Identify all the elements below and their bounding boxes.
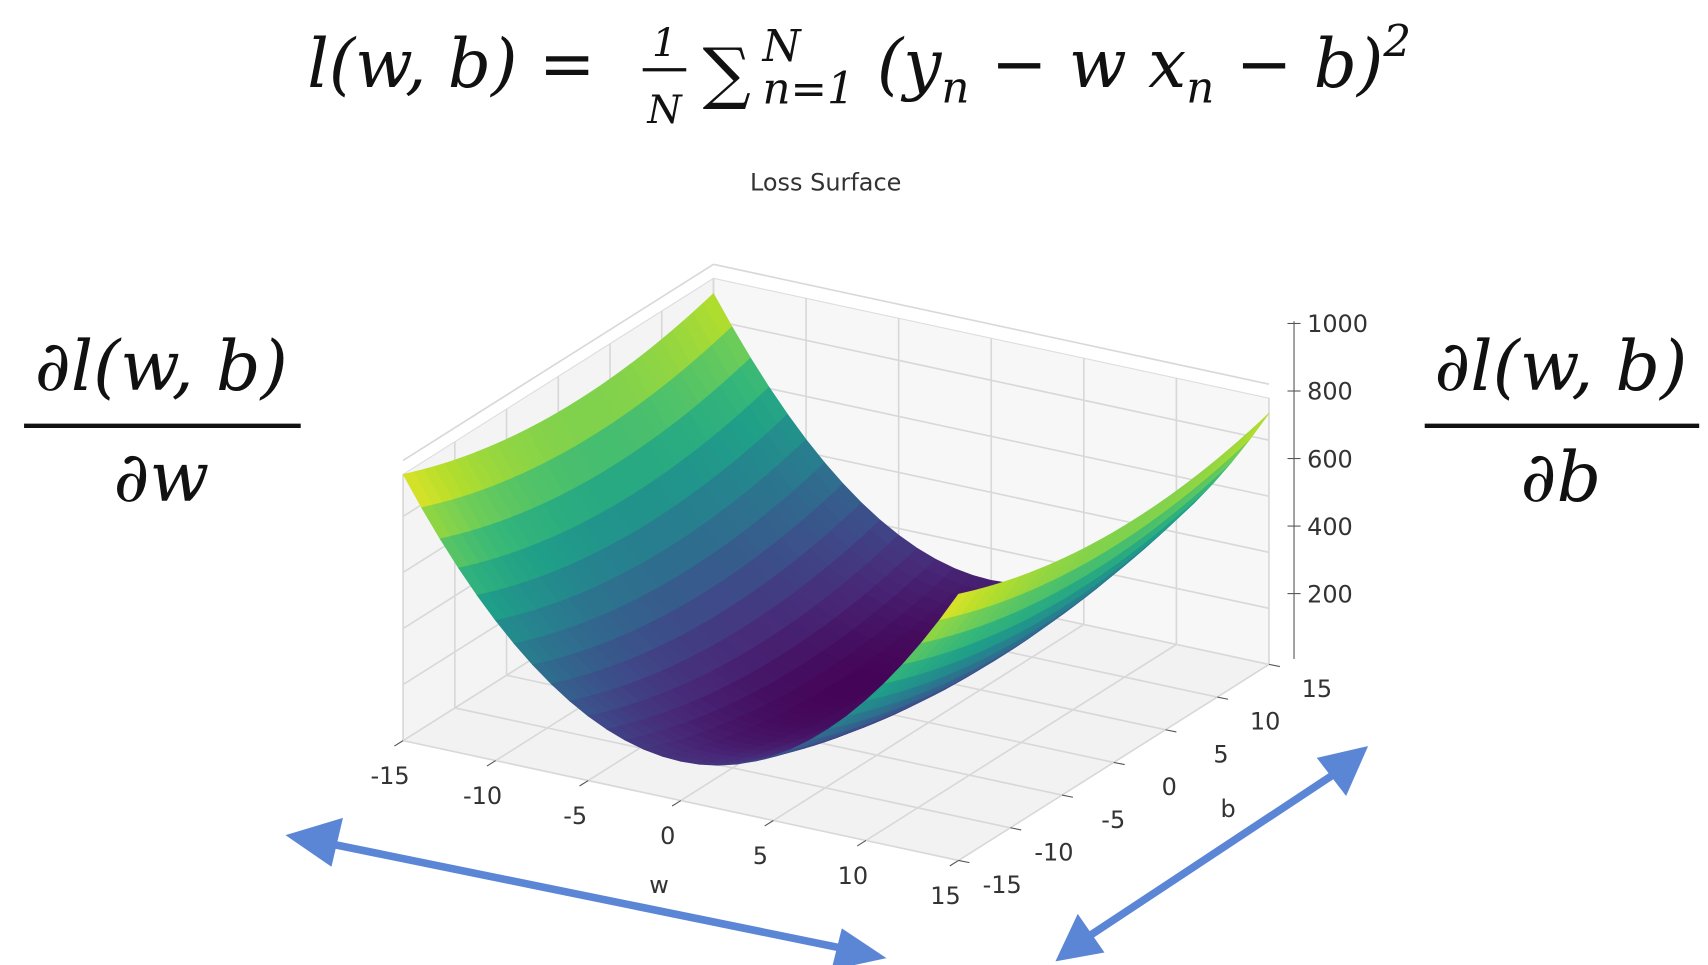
z-tick-label: 200: [1307, 580, 1353, 608]
fraction-denominator: N: [646, 88, 683, 133]
x-axis-label: w: [649, 871, 669, 899]
tick-mark: [949, 859, 959, 867]
grid-line: [713, 375, 1270, 498]
tick-mark: [958, 859, 970, 864]
z-tick-label: 600: [1307, 445, 1353, 473]
tick-mark: [579, 780, 589, 787]
partial-denominator: ∂w: [113, 437, 209, 518]
x-tick-label: 15: [930, 882, 960, 910]
tick-mark: [1113, 761, 1125, 766]
subscript: n: [941, 63, 969, 113]
body-part: − w x: [969, 24, 1186, 103]
body-part: − b): [1214, 24, 1383, 103]
y-tick-label: -5: [1101, 806, 1125, 834]
partial-w: ∂l(w, b) ∂w: [24, 326, 301, 518]
surface-plot: -15 -10 -5 0 5 10 15 -15 -10 -5 0 5 10 15 200 400 600 800…: [370, 263, 1368, 910]
grid-line: [713, 319, 1270, 441]
tick-mark: [856, 840, 867, 847]
subscript: n: [1186, 63, 1214, 113]
tick-mark: [1165, 729, 1177, 733]
y-tick-label: -15: [983, 871, 1022, 899]
x-tick-label: 10: [838, 862, 868, 890]
fraction-numerator: 1: [652, 22, 677, 67]
z-tick-label: 1000: [1307, 310, 1368, 338]
tick-mark: [1268, 663, 1280, 668]
sum-upper: N: [762, 22, 803, 72]
partial-numerator: ∂l(w, b): [1434, 326, 1687, 407]
arrow-head: [832, 928, 887, 965]
arrow-shaft: [1076, 765, 1345, 947]
tick-mark: [1217, 696, 1229, 700]
partial-denominator: ∂b: [1521, 437, 1602, 518]
y-axis-label: b: [1221, 795, 1236, 823]
x-tick-label: -5: [563, 802, 587, 830]
superscript: 2: [1382, 18, 1411, 68]
x-tick-label: -10: [463, 782, 502, 810]
sum-symbol: ∑: [703, 33, 751, 112]
grid-line: [713, 263, 1270, 385]
y-tick-label: 15: [1302, 675, 1332, 703]
y-tick-label: 10: [1250, 708, 1280, 736]
tick-mark: [486, 760, 496, 767]
grid-line: [454, 707, 1011, 829]
equation-body: (yn − w xn − b)2: [877, 18, 1411, 114]
y-tick-label: 5: [1213, 740, 1228, 768]
arrow-head: [1055, 913, 1105, 962]
tick-mark: [394, 740, 404, 747]
tick-mark: [764, 820, 774, 827]
partial-numerator: ∂l(w, b): [35, 326, 288, 407]
y-tick-label: -10: [1034, 838, 1073, 866]
equation-lhs: l(w, b) =: [307, 24, 595, 103]
body-part: (y: [877, 24, 942, 103]
y-tick-label: 0: [1162, 773, 1177, 801]
z-tick-label: 800: [1307, 378, 1353, 406]
x-tick-label: 0: [660, 822, 675, 850]
equation: l(w, b) = 1 N ∑ N n=1 (yn − w xn − b)2: [307, 18, 1411, 133]
plot-title: Loss Surface: [750, 169, 901, 197]
sum-lower: n=1: [763, 64, 855, 114]
x-tick-label: -15: [370, 762, 409, 790]
tick-mark: [1010, 827, 1022, 831]
arrow-shaft: [315, 837, 856, 955]
grid-line: [402, 263, 714, 462]
surface-patch: [939, 591, 970, 620]
arrows: [285, 746, 1369, 965]
partial-b: ∂l(w, b) ∂b: [1424, 326, 1700, 518]
tick-mark: [1061, 794, 1074, 798]
arrow-head: [285, 817, 343, 867]
arrow-head: [1316, 746, 1369, 796]
tick-mark: [671, 800, 682, 807]
z-tick-label: 400: [1307, 513, 1353, 541]
x-tick-label: 5: [753, 842, 768, 870]
